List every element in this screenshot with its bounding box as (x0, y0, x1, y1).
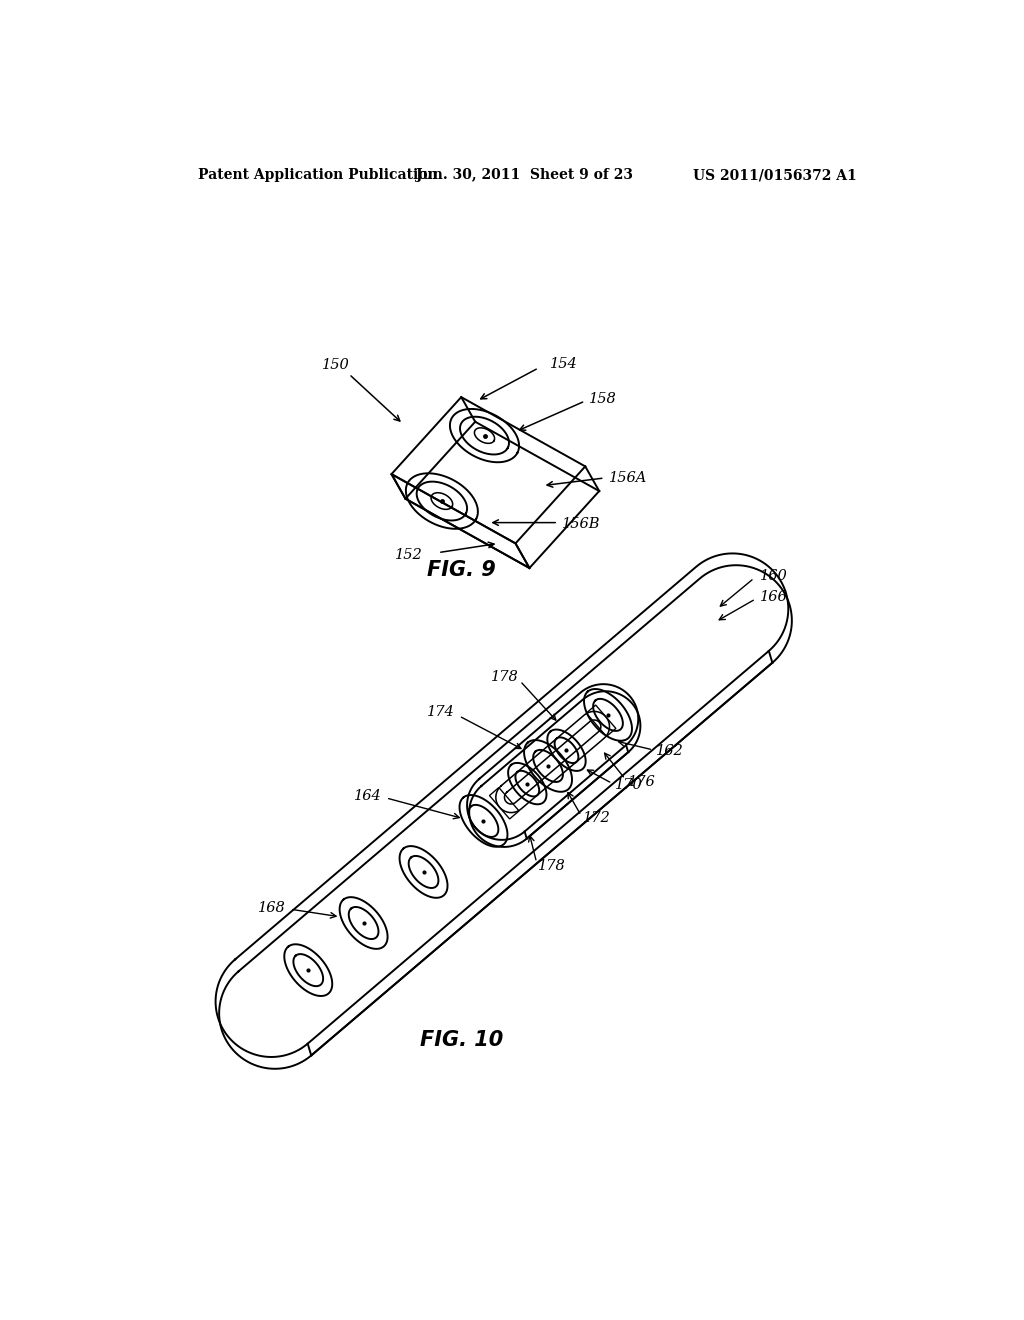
Text: 170: 170 (614, 777, 642, 792)
Text: 166: 166 (760, 590, 787, 605)
Text: US 2011/0156372 A1: US 2011/0156372 A1 (693, 169, 856, 182)
Text: 178: 178 (539, 858, 566, 873)
Text: 176: 176 (628, 775, 655, 789)
Text: 150: 150 (322, 358, 349, 372)
Text: 172: 172 (583, 810, 610, 825)
Text: 152: 152 (394, 548, 423, 562)
Text: 156B: 156B (562, 517, 600, 531)
Text: 158: 158 (589, 392, 616, 405)
Text: 156A: 156A (608, 471, 647, 484)
Text: FIG. 10: FIG. 10 (420, 1030, 503, 1049)
Text: 164: 164 (354, 788, 382, 803)
Text: 168: 168 (258, 900, 286, 915)
Text: 162: 162 (656, 744, 684, 759)
Text: 174: 174 (427, 705, 455, 719)
Text: 154: 154 (550, 356, 579, 371)
Text: Patent Application Publication: Patent Application Publication (198, 169, 437, 182)
Text: 178: 178 (490, 671, 518, 684)
Text: FIG. 9: FIG. 9 (427, 561, 496, 581)
Text: 160: 160 (760, 569, 787, 582)
Text: Jun. 30, 2011  Sheet 9 of 23: Jun. 30, 2011 Sheet 9 of 23 (417, 169, 633, 182)
